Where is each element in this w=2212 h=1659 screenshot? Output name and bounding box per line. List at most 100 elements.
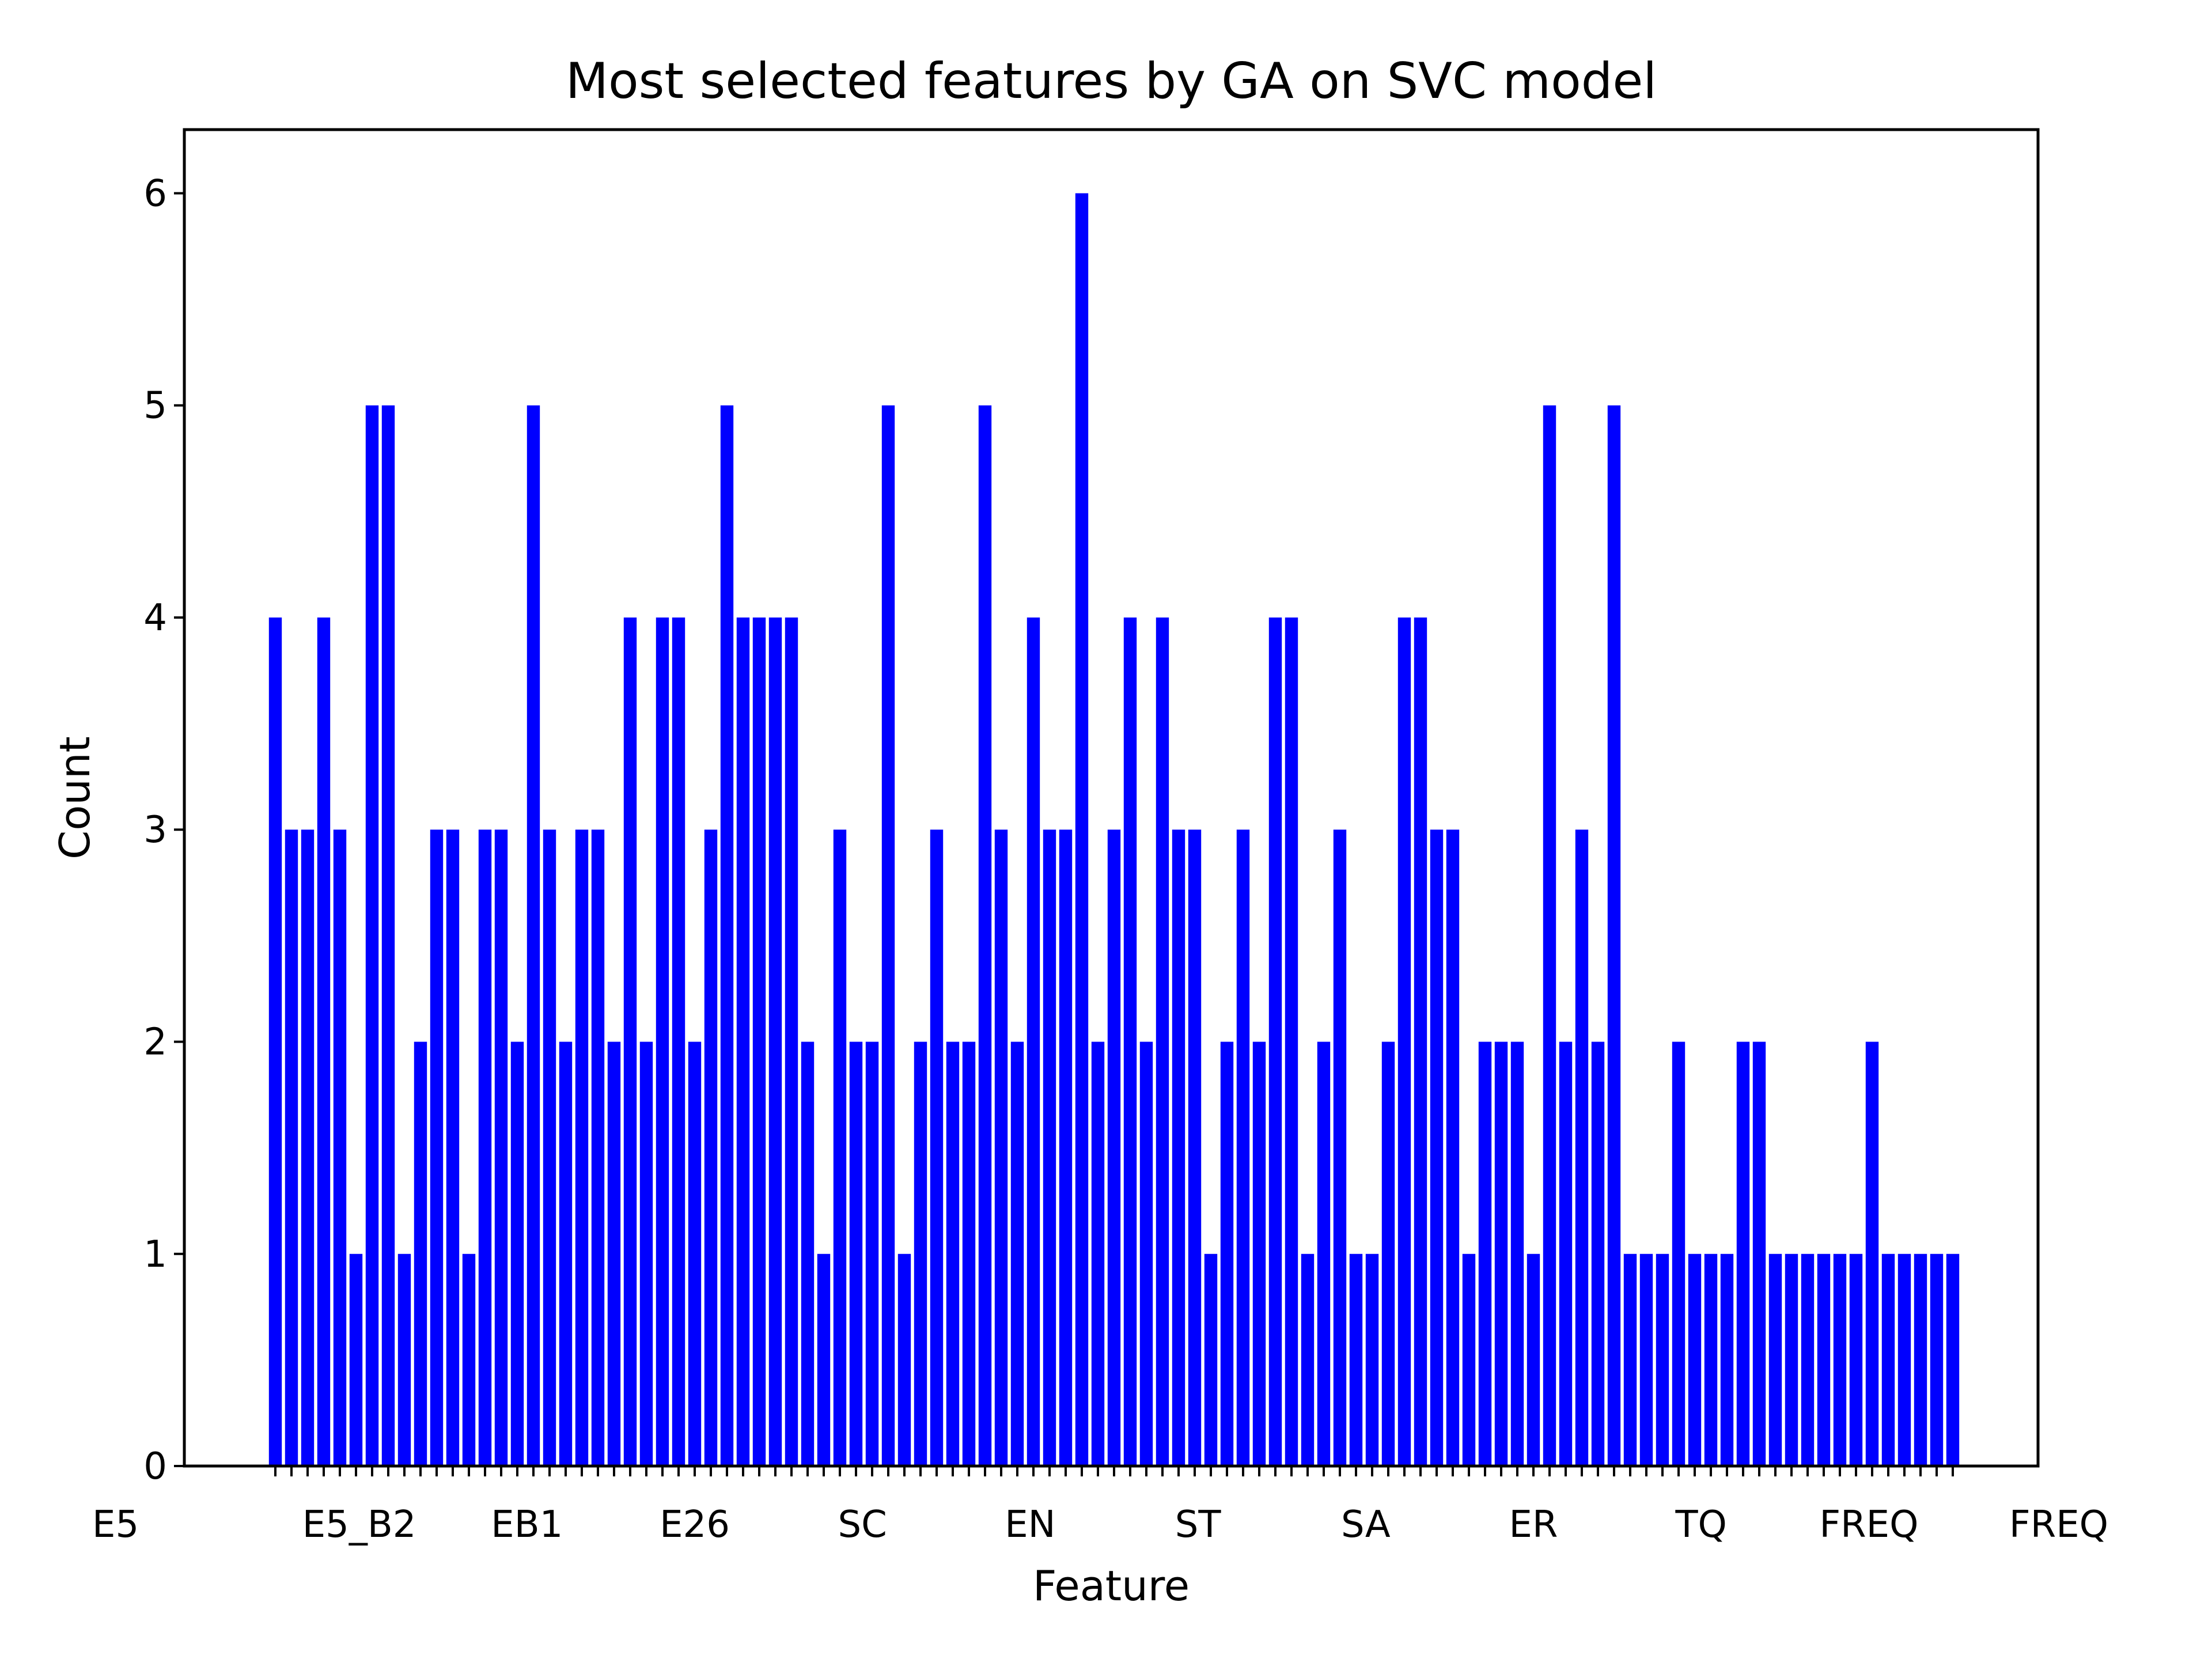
- bar: [1285, 617, 1298, 1466]
- x-tick-label: SC: [838, 1503, 887, 1546]
- bar: [333, 830, 347, 1466]
- bar: [1930, 1253, 1944, 1466]
- bar: [397, 1253, 411, 1466]
- x-ticks-group: E5_B2 EB1 E26 SC EN ST SA ER TQ FREQ: [274, 1466, 1954, 1546]
- bar: [414, 1041, 427, 1466]
- bar: [1043, 830, 1056, 1466]
- bar: [494, 830, 508, 1466]
- bar: [1785, 1253, 1798, 1466]
- bar: [285, 830, 298, 1466]
- bar: [994, 830, 1008, 1466]
- bar: [301, 830, 315, 1466]
- bar: [897, 1253, 911, 1466]
- bar: [1720, 1253, 1734, 1466]
- bar: [768, 617, 782, 1466]
- bar: [1430, 830, 1444, 1466]
- bar: [1510, 1041, 1524, 1466]
- bar: [1317, 1041, 1331, 1466]
- bar: [833, 830, 847, 1466]
- y-tick-label: 2: [143, 1021, 167, 1063]
- bar: [720, 405, 734, 1466]
- y-tick-label: 5: [143, 385, 167, 427]
- bar: [430, 830, 444, 1466]
- bar: [801, 1041, 815, 1466]
- bar: [365, 405, 379, 1466]
- bar: [1059, 830, 1073, 1466]
- bar: [543, 830, 556, 1466]
- bar: [446, 830, 460, 1466]
- x-tick-label: ER: [1509, 1503, 1558, 1546]
- bar: [865, 1041, 879, 1466]
- bar: [1478, 1041, 1492, 1466]
- x-tick-label: E5_B2: [302, 1503, 416, 1546]
- bar: [1188, 830, 1202, 1466]
- bar: [1817, 1253, 1831, 1466]
- bar: [1656, 1253, 1669, 1466]
- x-tick-label: TQ: [1675, 1503, 1726, 1546]
- bar: [1768, 1253, 1782, 1466]
- bar: [1865, 1041, 1879, 1466]
- x-tick-label: E26: [660, 1503, 730, 1546]
- x-tick-label: ST: [1175, 1503, 1222, 1546]
- bar: [1575, 830, 1589, 1466]
- x-tick-label: SA: [1341, 1503, 1391, 1546]
- bar: [914, 1041, 927, 1466]
- bar: [462, 1253, 476, 1466]
- bar: [639, 1041, 653, 1466]
- bar: [849, 1041, 863, 1466]
- bars-group: [268, 193, 1960, 1467]
- bar: [1027, 617, 1040, 1466]
- bar: [1204, 1253, 1218, 1466]
- bar: [527, 405, 540, 1466]
- bar: [1123, 617, 1137, 1466]
- bar: [1010, 1041, 1024, 1466]
- x-tick-label-first: E5: [92, 1503, 139, 1546]
- y-tick-label: 3: [143, 809, 167, 851]
- bar: [478, 830, 492, 1466]
- bar: [1881, 1253, 1895, 1466]
- bar: [688, 1041, 702, 1466]
- bar: [381, 405, 395, 1466]
- bar: [1252, 1041, 1266, 1466]
- bar: [1591, 1041, 1605, 1466]
- bar: [1623, 1253, 1637, 1466]
- y-tick-label: 6: [143, 172, 167, 215]
- bar: [1704, 1253, 1718, 1466]
- bar: [1607, 405, 1621, 1466]
- bar: [559, 1041, 573, 1466]
- bar: [1543, 405, 1556, 1466]
- chart-title: Most selected features by GA on SVC mode…: [566, 52, 1657, 110]
- bar: [623, 617, 637, 1466]
- bar: [785, 617, 798, 1466]
- y-tick-label: 0: [143, 1445, 167, 1488]
- bar: [1381, 1041, 1395, 1466]
- bar: [510, 1041, 524, 1466]
- bar: [1397, 617, 1411, 1466]
- bar: [736, 617, 750, 1466]
- bar: [1672, 1041, 1685, 1466]
- bar: [881, 405, 895, 1466]
- bar: [1736, 1041, 1750, 1466]
- bar: [1107, 830, 1121, 1466]
- y-tick-label: 1: [143, 1233, 167, 1276]
- bar: [930, 830, 944, 1466]
- bar: [1801, 1253, 1815, 1466]
- bar: [1446, 830, 1460, 1466]
- bar: [1268, 617, 1282, 1466]
- bar: [946, 1041, 960, 1466]
- bar: [672, 617, 685, 1466]
- bar: [1075, 193, 1089, 1467]
- bar: [1333, 830, 1347, 1466]
- bar: [1849, 1253, 1863, 1466]
- bar: [1946, 1253, 1960, 1466]
- bar: [1236, 830, 1250, 1466]
- bar: [1462, 1253, 1476, 1466]
- bar: [962, 1041, 976, 1466]
- x-tick-label: EB1: [491, 1503, 563, 1546]
- bar: [1220, 1041, 1234, 1466]
- bar: [575, 830, 589, 1466]
- bar: [1559, 1041, 1573, 1466]
- x-tick-label: EN: [1005, 1503, 1055, 1546]
- bar: [1301, 1253, 1315, 1466]
